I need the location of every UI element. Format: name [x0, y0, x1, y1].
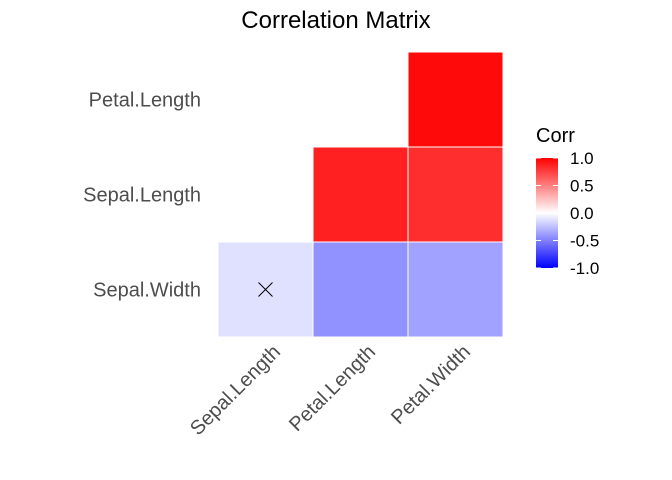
y-tick-label: Sepal.Length [83, 185, 201, 207]
legend-title: Corr [536, 125, 575, 147]
legend-tick-label: 0.0 [570, 204, 594, 223]
chart-title: Correlation Matrix [241, 7, 430, 34]
x-tick-label: Sepal.Length [186, 341, 285, 440]
heatmap-cell-petal-length-sepal-length [312, 146, 409, 243]
legend-tick-label: -1.0 [570, 259, 599, 278]
heatmap-cell-petal-width-petal-length [407, 51, 504, 148]
heatmap-cell-petal-length-sepal-width [312, 241, 409, 338]
x-tick-label: Petal.Length [285, 341, 380, 436]
legend-tick-label: 0.5 [570, 177, 594, 196]
legend-tick-label: -0.5 [570, 232, 599, 251]
y-axis-ticks: Sepal.Width Sepal.Length Petal.Length [83, 90, 201, 302]
legend-tick-label: 1.0 [570, 149, 594, 168]
y-tick-label: Petal.Length [89, 90, 201, 112]
heatmap-cells [217, 51, 504, 338]
x-axis-ticks: Sepal.Length Petal.Length Petal.Width [186, 341, 475, 440]
insignificant-cross-mark [258, 282, 273, 297]
heatmap-cell-petal-width-sepal-width [407, 241, 504, 338]
heatmap-cell-petal-width-sepal-length [407, 146, 504, 243]
legend: Corr 1.0 0.5 0.0 -0.5 -1.0 [536, 125, 599, 278]
y-tick-label: Sepal.Width [93, 280, 201, 302]
legend-colorbar [536, 158, 558, 268]
x-tick-label: Petal.Width [387, 341, 475, 429]
